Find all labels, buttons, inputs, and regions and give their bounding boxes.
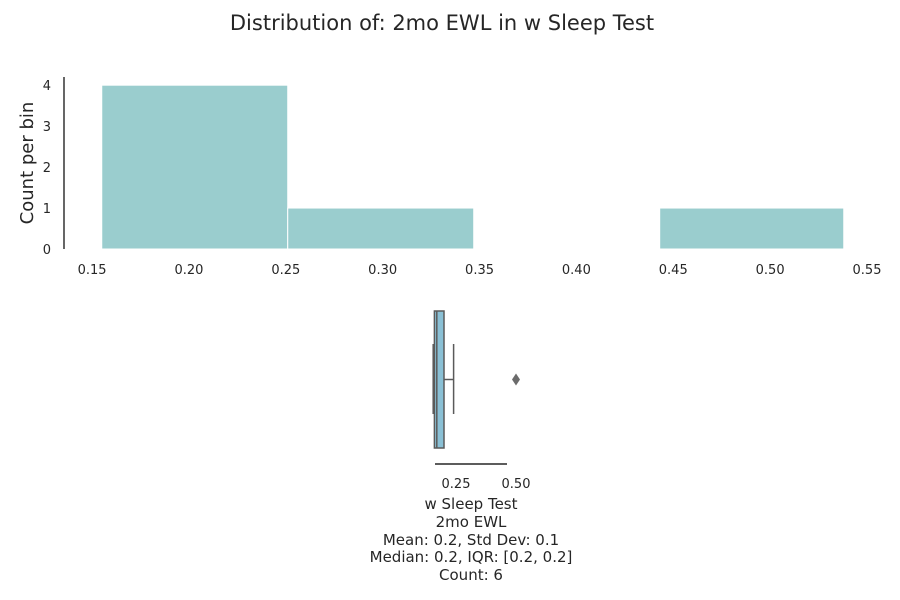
histogram-y-tick-4: 4 bbox=[43, 79, 51, 94]
histogram-y-label: Count per bin bbox=[17, 102, 38, 225]
boxplot-summary-text: w Sleep Test 2mo EWL Mean: 0.2, Std Dev:… bbox=[370, 495, 573, 584]
histogram-x-tick-6: 0.45 bbox=[659, 263, 688, 278]
boxplot-box bbox=[433, 310, 445, 449]
boxplot-outlier-0 bbox=[512, 373, 520, 386]
histogram-x-tick-4: 0.35 bbox=[465, 263, 494, 278]
histogram-bar-1 bbox=[287, 207, 475, 250]
histogram-x-tick-2: 0.25 bbox=[271, 263, 300, 278]
boxplot-panel: 0.25 0.50 w Sleep Test 2mo EWL Mean: 0.2,… bbox=[370, 310, 573, 584]
histogram-x-tick-5: 0.40 bbox=[562, 263, 591, 278]
boxplot-x-tick-1: 0.50 bbox=[502, 477, 531, 492]
summary-variable-label: 2mo EWL bbox=[436, 513, 507, 531]
summary-mean-std: Mean: 0.2, Std Dev: 0.1 bbox=[383, 531, 559, 549]
histogram-x-tick-3: 0.30 bbox=[368, 263, 397, 278]
boxplot bbox=[432, 310, 520, 449]
histogram-x-ticks: 0.15 0.20 0.25 0.30 0.35 0.40 0.45 0.50 0.55 bbox=[78, 263, 882, 278]
chart-title: Distribution of: 2mo EWL in w Sleep Test bbox=[230, 11, 654, 35]
summary-median-iqr: Median: 0.2, IQR: [0.2, 0.2] bbox=[370, 548, 573, 566]
histogram-bar-3 bbox=[659, 207, 845, 250]
histogram-y-tick-1: 1 bbox=[43, 202, 51, 217]
summary-count: Count: 6 bbox=[439, 566, 503, 584]
histogram-y-tick-0: 0 bbox=[43, 243, 51, 258]
histogram-x-tick-7: 0.50 bbox=[756, 263, 785, 278]
histogram-y-tick-2: 2 bbox=[43, 161, 51, 176]
histogram-x-tick-0: 0.15 bbox=[78, 263, 107, 278]
boxplot-x-tick-0: 0.25 bbox=[442, 477, 471, 492]
histogram-bars bbox=[101, 84, 845, 250]
histogram-y-ticks: 0 1 2 3 4 bbox=[43, 79, 51, 258]
histogram-y-tick-3: 3 bbox=[43, 120, 51, 135]
histogram-x-tick-1: 0.20 bbox=[174, 263, 203, 278]
boxplot-x-ticks: 0.25 0.50 bbox=[442, 477, 531, 492]
histogram-bar-0 bbox=[101, 84, 289, 250]
histogram-x-tick-8: 0.55 bbox=[853, 263, 882, 278]
summary-group-label: w Sleep Test bbox=[424, 495, 517, 513]
